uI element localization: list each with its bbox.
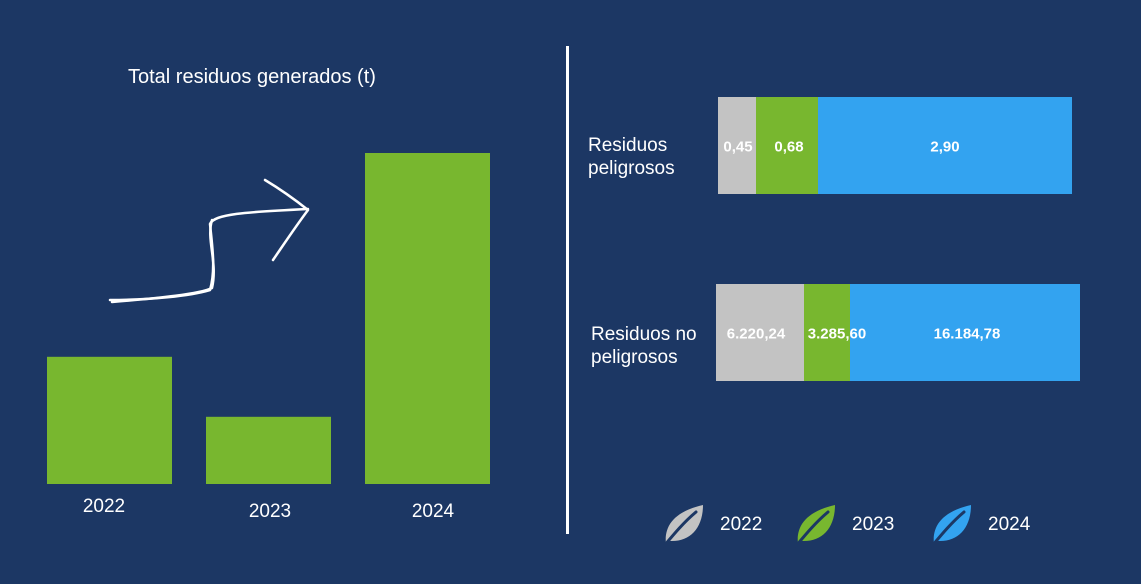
row-label-nonhazardous-line1: Residuos no: [591, 324, 697, 345]
data-label: 3.285,60: [808, 326, 866, 343]
legend-label: 2022: [720, 514, 763, 535]
row-label-hazardous-line2: peligrosos: [588, 158, 675, 179]
stack-seg-2024-row2: [850, 284, 1080, 381]
stack-seg-2024-row1: [818, 97, 1072, 194]
row-label-hazardous: Residuos peligrosos: [588, 134, 675, 180]
data-label: 6.220,24: [727, 326, 786, 343]
x-tick-label: 2022: [83, 496, 125, 517]
stack-seg-2022-row2: [716, 284, 804, 381]
data-label: 16.184,78: [934, 326, 1001, 343]
legend-label: 2023: [852, 514, 895, 535]
leaf-icon: [662, 505, 703, 548]
legend-item-2024: 2024: [928, 502, 1030, 548]
total-waste-bar-chart: 2022 2023 2024: [47, 153, 490, 522]
data-label: 2,90: [930, 139, 959, 156]
leaf-icon: [794, 505, 835, 548]
x-tick-label: 2023: [249, 501, 291, 522]
divider: [566, 46, 569, 534]
row-label-hazardous-line1: Residuos: [588, 135, 668, 156]
leaf-icon: [930, 505, 971, 548]
x-tick-label: 2024: [412, 501, 455, 522]
bar-2023: [206, 416, 331, 484]
row-label-nonhazardous: Residuos no peligrosos: [591, 323, 697, 369]
data-label: 0,68: [774, 139, 803, 156]
bar-2024: [365, 153, 490, 484]
stack-seg-2023-row2: [804, 284, 850, 381]
legend-item-2023: 2023: [792, 502, 894, 548]
legend-item-2022: 2022: [660, 502, 762, 548]
trend-arrow-icon: [108, 178, 310, 304]
bar-2022: [47, 356, 172, 484]
data-label: 0,45: [723, 139, 752, 156]
stack-seg-2022-row1: [718, 97, 756, 194]
stack-seg-2023-row1: [756, 97, 818, 194]
row-label-nonhazardous-line2: peligrosos: [591, 347, 678, 368]
legend-label: 2024: [988, 514, 1031, 535]
chart-title: Total residuos generados (t): [128, 66, 376, 88]
